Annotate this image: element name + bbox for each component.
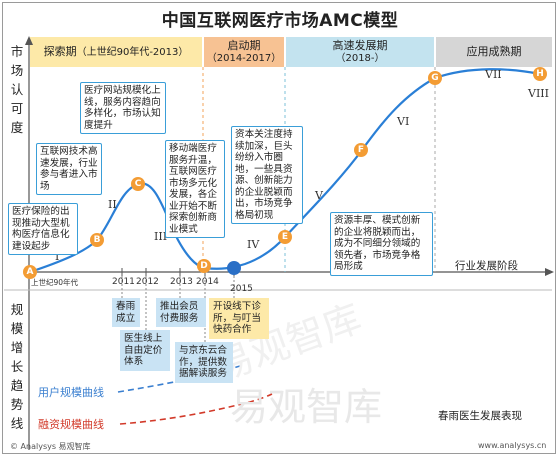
note-c: 医疗网站规模化上线，服务内容趋向多样化，市场认知度提升 — [80, 82, 166, 134]
stage-v: V — [315, 189, 323, 202]
year-2013: 2013 — [170, 277, 193, 287]
watermark: 易观智库 — [230, 385, 382, 429]
stage-axis-label: 行业发展阶段 — [455, 260, 518, 272]
x-axis-arrow — [545, 268, 554, 276]
event-jd-cloud: 与京东云合作，提供数据解读服务 — [175, 342, 233, 383]
point-f: F — [354, 143, 368, 157]
phase-launch: 启动期 （2014-2017） — [204, 37, 284, 67]
stage-i: I — [55, 250, 60, 263]
stage-ii: II — [108, 198, 117, 211]
phase-maturity: 应用成熟期 — [436, 37, 552, 67]
year-2011: 2011 — [112, 277, 135, 287]
note-e: 资本关注度持续加深，巨头纷纷入市圈地，一些具资源、创新能力的企业脱颖而出，市场竞… — [231, 126, 303, 224]
point-g: G — [428, 71, 442, 85]
stage-vii: VII — [485, 68, 502, 81]
phase-exploration: 探索期（上世纪90年代-2013） — [30, 37, 202, 67]
note-b: 互联网技术高速发展，行业参与者进入市场 — [36, 143, 102, 195]
point-e: E — [278, 230, 292, 244]
note-a: 医疗保险的出现推动大型机构医疗信息化建设起步 — [8, 203, 78, 255]
note-f: 资源丰厚、模式创新的企业将脱颖而出，成为不同细分领域的领先者，市场竞争格局形成 — [330, 212, 433, 276]
stage-viii: VIII — [528, 87, 549, 100]
chart-frame — [2, 2, 556, 454]
point-d: D — [197, 259, 211, 273]
stage-iii: III — [154, 230, 168, 243]
footer-copyright: © Analysys 易观智库 — [10, 442, 91, 451]
event-chunyu-founded: 春雨成立 — [112, 298, 140, 327]
funding-scale-curve — [119, 393, 273, 425]
point-b: B — [90, 233, 104, 247]
legend-user-scale: 用户规模曲线 — [38, 386, 104, 399]
chart-title: 中国互联网医疗市场AMC模型 — [161, 11, 399, 31]
year-2012: 2012 — [136, 277, 159, 287]
y-axis-arrow — [25, 36, 33, 45]
point-a: A — [23, 265, 37, 279]
origin-label: 上世纪90年代 — [31, 278, 79, 287]
year-2014: 2014 — [196, 277, 219, 287]
stage-vi: VI — [397, 115, 410, 128]
stage-iv: IV — [247, 238, 260, 251]
event-online-pricing: 医生线上自由定价体系 — [120, 330, 170, 371]
event-membership: 推出会员付费服务 — [156, 298, 206, 327]
current-position-dot — [227, 261, 241, 275]
point-c: C — [131, 177, 145, 191]
note-d: 移动端医疗服务升温，互联网医疗市场多元化发展，各企业开始不断探索创新商业模式 — [165, 140, 225, 238]
phase-rapid-growth: 高速发展期 （2018-） — [286, 37, 434, 67]
footer-url: www.analysys.cn — [478, 441, 547, 450]
event-offline-clinic: 开设线下诊所，与叮当快药合作 — [209, 298, 269, 339]
point-h: H — [533, 67, 547, 81]
bottom-section-label: 春雨医生发展表现 — [438, 410, 522, 422]
year-2015: 2015 — [230, 284, 253, 294]
legend-funding-scale: 融资规模曲线 — [38, 418, 104, 431]
